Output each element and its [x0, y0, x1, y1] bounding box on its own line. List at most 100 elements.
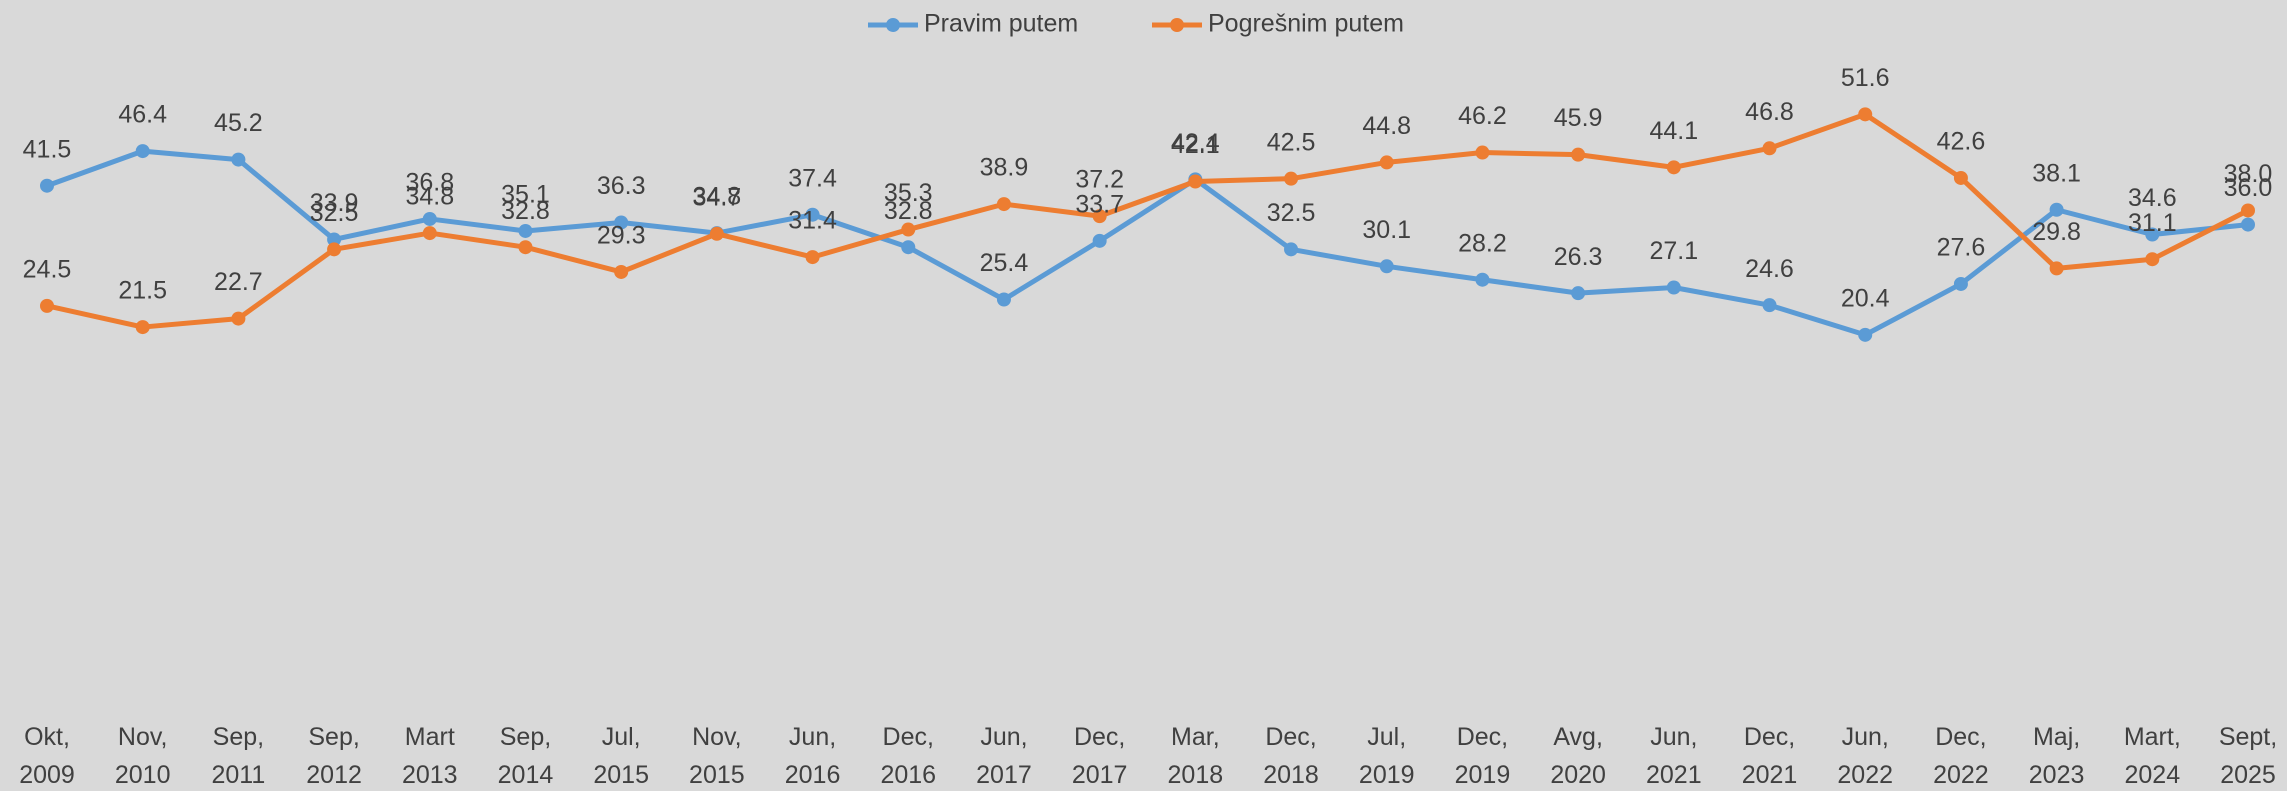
- x-tick-label: Avg, 2020: [1550, 723, 1606, 789]
- data-point: [422, 226, 437, 241]
- data-point: [1571, 286, 1586, 301]
- x-tick-label: Okt, 2009: [19, 723, 75, 789]
- data-label: 32.5: [310, 199, 359, 227]
- x-tick-label: Maj, 2023: [2029, 723, 2085, 789]
- data-point: [1953, 170, 1968, 185]
- data-point: [1858, 107, 1873, 122]
- data-point: [327, 232, 342, 247]
- data-label: 24.5: [23, 255, 72, 283]
- data-point: [614, 264, 629, 279]
- data-point: [996, 197, 1011, 212]
- data-label: 31.4: [788, 207, 837, 235]
- legend-label: Pravim putem: [924, 10, 1078, 38]
- data-point: [614, 215, 629, 230]
- data-label: 32.5: [1267, 199, 1316, 227]
- data-point: [901, 222, 916, 237]
- data-point: [1475, 272, 1490, 287]
- data-label: 44.1: [1649, 117, 1698, 145]
- data-label: 44.8: [1362, 112, 1411, 140]
- data-point: [1092, 209, 1107, 224]
- x-tick-label: Mart 2013: [402, 723, 458, 789]
- data-label: 38.0: [2224, 160, 2273, 188]
- data-point: [2049, 261, 2064, 276]
- data-label: 45.9: [1554, 104, 1603, 132]
- data-label: 51.6: [1841, 64, 1890, 92]
- data-label: 28.2: [1458, 229, 1507, 257]
- data-point: [327, 242, 342, 257]
- data-point: [805, 250, 820, 265]
- x-tick-label: Jun, 2016: [785, 723, 841, 789]
- x-tick-label: Dec, 2019: [1455, 723, 1511, 789]
- data-point: [1666, 160, 1681, 175]
- data-label: 46.2: [1458, 102, 1507, 130]
- data-label: 34.6: [2128, 184, 2177, 212]
- data-label: 42.6: [1937, 128, 1986, 156]
- data-label: 46.8: [1745, 98, 1794, 126]
- data-point: [1284, 171, 1299, 186]
- data-label: 25.4: [980, 249, 1029, 277]
- data-label: 38.1: [2032, 159, 2081, 187]
- data-point: [1953, 276, 1968, 291]
- data-label: 32.8: [501, 197, 550, 225]
- x-tick-label: Jul, 2019: [1359, 723, 1415, 789]
- data-point: [1762, 298, 1777, 313]
- x-tick-label: Sep, 2012: [306, 723, 362, 789]
- x-tick-label: Jun, 2017: [976, 723, 1032, 789]
- x-tick-label: Dec, 2018: [1263, 723, 1319, 789]
- data-label: 37.2: [1075, 166, 1124, 194]
- legend-marker: [1170, 18, 1184, 32]
- x-tick-label: Dec, 2017: [1072, 723, 1128, 789]
- legend-marker: [886, 18, 900, 32]
- data-point: [518, 240, 533, 255]
- data-label: 29.8: [2032, 218, 2081, 246]
- data-point: [2145, 252, 2160, 267]
- data-label: 27.1: [1649, 237, 1698, 265]
- series-line: [46, 148, 2249, 338]
- data-point: [40, 298, 54, 313]
- data-point: [1188, 174, 1203, 189]
- data-point: [1284, 242, 1299, 257]
- data-label: 36.8: [405, 169, 454, 197]
- data-point: [135, 144, 150, 159]
- data-label: 46.4: [118, 101, 167, 129]
- data-label: 34.8: [693, 183, 742, 211]
- data-point: [1858, 327, 1873, 342]
- data-label: 37.4: [788, 164, 837, 192]
- data-point: [231, 152, 246, 167]
- data-label: 24.6: [1745, 255, 1794, 283]
- data-label: 36.0: [2224, 174, 2273, 202]
- data-label: 21.5: [118, 277, 167, 305]
- data-label: 34.8: [405, 183, 454, 211]
- data-label: 42.1: [1171, 131, 1220, 159]
- x-tick-label: Mart, 2024: [2124, 723, 2181, 789]
- data-label: 33.7: [1075, 190, 1124, 218]
- legend-label: Pogrešnim putem: [1208, 10, 1404, 38]
- data-label: 26.3: [1554, 243, 1603, 271]
- data-point: [518, 223, 533, 238]
- data-point: [709, 226, 724, 241]
- data-point: [1475, 145, 1490, 160]
- data-point: [996, 292, 1011, 307]
- data-point: [2145, 227, 2160, 242]
- data-label: 36.3: [597, 172, 646, 200]
- data-label: 42.4: [1171, 129, 1220, 157]
- data-point: [1762, 141, 1777, 156]
- data-point: [2049, 202, 2064, 217]
- data-label: 45.2: [214, 109, 263, 137]
- data-label: 22.7: [214, 268, 263, 296]
- data-label: 20.4: [1841, 284, 1890, 312]
- data-point: [2241, 203, 2255, 218]
- x-tick-label: Jun, 2021: [1646, 723, 1702, 789]
- data-label: 41.5: [23, 135, 72, 163]
- x-tick-label: Mar, 2018: [1168, 723, 1224, 789]
- x-tick-label: Dec, 2016: [880, 723, 936, 789]
- data-label: 34.7: [693, 183, 742, 211]
- data-label: 29.3: [597, 222, 646, 250]
- data-label: 27.6: [1937, 234, 1986, 262]
- data-point: [231, 311, 246, 326]
- series-line: [46, 111, 2250, 330]
- data-point: [1666, 280, 1681, 295]
- x-tick-label: Sept, 2025: [2219, 723, 2277, 789]
- data-point: [40, 178, 54, 193]
- data-point: [1379, 259, 1394, 274]
